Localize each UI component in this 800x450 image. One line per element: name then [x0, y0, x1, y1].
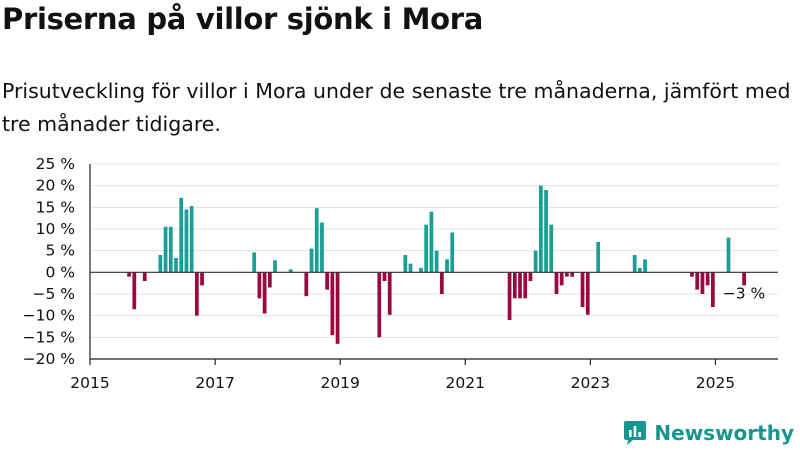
y-tick-label: 20 %	[36, 177, 75, 195]
bar	[643, 259, 647, 273]
bar	[523, 272, 528, 299]
price-change-chart: 25 % 20 % 15 % 10 % 5 % 0 % −5 % −10 % −15 % −20 …	[23, 155, 778, 392]
x-tick-label: 2021	[446, 374, 485, 392]
y-tick-label: 15 %	[36, 198, 75, 216]
bar	[638, 268, 642, 273]
y-tick-label: −15 %	[23, 328, 75, 346]
bar	[533, 250, 538, 273]
newsworthy-brand-name: Newsworthy	[654, 421, 794, 445]
bar	[189, 206, 194, 273]
bar	[309, 248, 314, 273]
bar	[387, 272, 392, 315]
bar	[314, 208, 319, 273]
bar	[132, 272, 137, 310]
bar	[554, 272, 559, 294]
bar	[549, 224, 554, 273]
bar	[382, 272, 387, 281]
bar	[127, 272, 131, 277]
x-tick-label: 2015	[70, 374, 109, 392]
bar	[544, 190, 548, 273]
bar	[424, 224, 429, 273]
bar	[184, 209, 189, 273]
bar	[450, 232, 455, 273]
bar	[742, 272, 746, 286]
bar	[434, 250, 439, 273]
bar	[252, 252, 257, 273]
bar	[518, 272, 522, 299]
bar	[257, 272, 262, 299]
bar	[507, 272, 512, 320]
bar	[705, 272, 710, 286]
bar	[335, 272, 340, 344]
newsworthy-brand: Newsworthy	[623, 420, 794, 446]
y-tick-label: 10 %	[36, 220, 75, 238]
y-tick-label: 0 %	[45, 263, 75, 281]
bar	[267, 272, 272, 288]
bar	[142, 272, 147, 281]
bar	[262, 272, 267, 314]
y-tick-label: −20 %	[23, 350, 75, 368]
bar	[377, 272, 382, 338]
bar	[288, 269, 293, 273]
bar	[439, 272, 444, 294]
newsworthy-logo-icon	[624, 421, 647, 445]
bar	[403, 255, 408, 273]
last-value-annotation: −3 %	[723, 284, 766, 302]
bar	[163, 226, 168, 273]
bar	[330, 272, 335, 336]
bar	[168, 226, 173, 273]
bar	[174, 258, 178, 273]
bar	[325, 272, 330, 290]
bar	[528, 272, 533, 281]
bar	[194, 272, 199, 316]
bar	[596, 242, 601, 273]
x-tick-label: 2019	[320, 374, 359, 392]
bar	[512, 272, 517, 299]
chart-title: Priserna på villor sjönk i Mora	[2, 2, 484, 36]
y-tick-label: 5 %	[45, 242, 75, 260]
x-tick-label: 2017	[195, 374, 234, 392]
y-tick-label: 25 %	[36, 155, 75, 173]
bar	[632, 255, 637, 273]
bar	[690, 272, 694, 277]
bar	[538, 185, 543, 273]
x-tick-label: 2023	[571, 374, 610, 392]
bar	[304, 272, 309, 297]
bar	[419, 268, 423, 273]
bar	[200, 272, 204, 286]
bar	[570, 272, 574, 277]
x-tick-label: 2025	[696, 374, 735, 392]
bar	[158, 255, 163, 273]
bar	[585, 272, 590, 315]
y-tick-label: −10 %	[23, 307, 75, 325]
chart-subtitle: Prisutveckling för villor i Mora under d…	[2, 79, 791, 136]
bar	[565, 272, 569, 277]
bar	[726, 237, 731, 273]
bar	[695, 272, 700, 290]
bar	[700, 272, 705, 294]
y-tick-label: −5 %	[32, 285, 75, 303]
bar	[559, 272, 564, 286]
bar	[273, 260, 277, 273]
bar	[429, 211, 434, 273]
bar	[320, 222, 324, 273]
bar	[179, 197, 184, 273]
bar	[445, 259, 449, 273]
bar	[408, 263, 413, 273]
bar	[580, 272, 585, 307]
bar	[710, 272, 715, 307]
